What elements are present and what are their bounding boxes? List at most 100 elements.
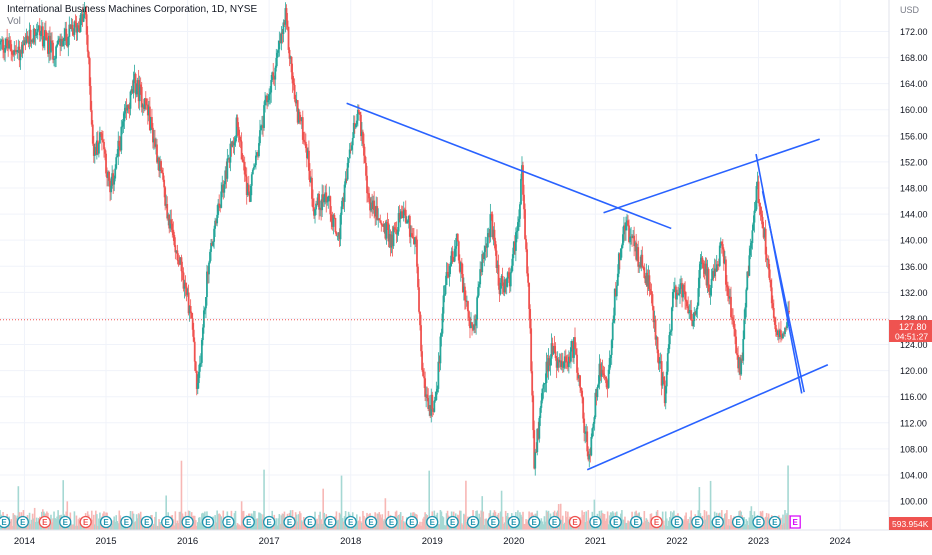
volume-bar <box>165 495 167 530</box>
candle-body <box>578 375 580 379</box>
earnings-marker[interactable]: E <box>79 515 92 529</box>
earnings-marker[interactable]: E <box>630 515 643 529</box>
earnings-marker-label: E <box>772 518 778 527</box>
candle-body <box>781 334 783 339</box>
candle-body <box>456 233 459 242</box>
volume-bar <box>382 520 385 530</box>
earnings-marker[interactable]: E <box>528 515 541 529</box>
earnings-marker-label: E <box>246 518 252 527</box>
earnings-marker[interactable]: E <box>385 515 398 529</box>
volume-bar <box>192 515 195 530</box>
candle-body <box>237 126 240 136</box>
volume-bar <box>466 522 468 530</box>
earnings-marker[interactable]: E <box>242 515 255 529</box>
earnings-marker[interactable]: E <box>324 515 337 529</box>
earnings-marker[interactable]: E <box>548 515 561 529</box>
candle-body <box>471 322 473 326</box>
volume-bar <box>464 514 466 530</box>
earnings-marker[interactable]: E <box>711 515 724 529</box>
volume-bar <box>216 510 218 530</box>
trend-line[interactable] <box>603 138 820 214</box>
earnings-marker[interactable]: E <box>0 515 11 529</box>
earnings-marker[interactable]: E <box>222 515 235 529</box>
candle-body <box>63 38 66 41</box>
trend-lines[interactable] <box>346 102 829 471</box>
symbol-title[interactable]: International Business Machines Corporat… <box>7 4 258 15</box>
earnings-marker[interactable]: E <box>670 515 684 529</box>
candle-body <box>201 327 204 341</box>
time-axis[interactable]: 2014 2015 2016 2017 2018 2019 2020 2021 2022 2023… <box>14 536 851 547</box>
earnings-marker[interactable]: E <box>507 515 520 529</box>
earnings-marker-circle <box>466 515 480 529</box>
candle-body <box>245 176 248 196</box>
earnings-marker[interactable]: E <box>120 515 133 529</box>
candle-body <box>267 100 270 103</box>
earnings-marker[interactable]: E <box>16 515 29 529</box>
volume-bar <box>296 521 299 530</box>
volume-legend[interactable]: Vol <box>7 16 21 27</box>
candle-body <box>184 282 187 287</box>
earnings-marker[interactable]: E <box>303 515 317 529</box>
earnings-marker[interactable]: E <box>650 515 663 529</box>
earnings-marker[interactable]: E <box>789 515 801 529</box>
earnings-marker[interactable]: E <box>568 515 582 529</box>
earnings-marker[interactable]: E <box>609 515 622 529</box>
candle-body <box>82 14 85 22</box>
earnings-marker[interactable]: E <box>140 515 153 529</box>
earnings-marker[interactable]: E <box>38 515 52 529</box>
earnings-marker[interactable]: E <box>201 515 215 529</box>
candle-body <box>281 32 284 34</box>
earnings-marker[interactable]: E <box>161 515 174 529</box>
candle-body <box>773 317 776 325</box>
earnings-marker[interactable]: E <box>99 515 113 529</box>
earnings-marker[interactable]: E <box>283 515 296 529</box>
volume-bar <box>74 525 77 530</box>
volume-bar <box>297 514 300 530</box>
earnings-marker[interactable]: E <box>466 515 480 529</box>
trend-line[interactable] <box>761 191 805 393</box>
volume-bar <box>419 521 421 530</box>
earnings-marker[interactable]: E <box>691 515 704 529</box>
candle-body <box>385 222 388 239</box>
earnings-marker[interactable]: E <box>181 515 194 529</box>
candles[interactable] <box>0 1 790 476</box>
candle-body <box>137 80 140 102</box>
candle-body <box>551 343 554 354</box>
earnings-marker[interactable]: E <box>262 515 276 529</box>
earnings-marker-circle <box>161 515 174 529</box>
earnings-marker[interactable]: E <box>487 515 500 529</box>
earnings-marker[interactable]: E <box>405 515 419 529</box>
volume-bar <box>722 520 724 530</box>
earnings-marker[interactable]: E <box>768 515 781 529</box>
candle-body <box>123 113 126 122</box>
price-axis[interactable]: 100.00 104.00 108.00 112.00 116.00 120.00 124.… <box>900 27 928 507</box>
candle-body <box>426 394 429 398</box>
volume-bar <box>384 498 387 530</box>
trend-line[interactable] <box>586 364 829 471</box>
earnings-marker[interactable]: E <box>344 515 357 529</box>
trend-line[interactable] <box>346 102 672 230</box>
earnings-marker[interactable]: E <box>752 515 765 529</box>
candle-body <box>100 132 102 134</box>
volume-bar <box>377 513 380 530</box>
earnings-marker[interactable]: E <box>446 515 459 529</box>
earnings-marker[interactable]: E <box>589 515 602 529</box>
volume-bar <box>582 514 584 530</box>
earnings-marker[interactable]: E <box>731 515 745 529</box>
volume-bar <box>305 524 307 530</box>
candle-body <box>706 269 709 286</box>
volume-bar <box>747 524 750 530</box>
earnings-marker[interactable]: E <box>426 515 439 529</box>
volume-bar <box>274 523 277 530</box>
candle-body <box>722 249 725 264</box>
candle-body <box>282 22 285 34</box>
earnings-marker[interactable]: E <box>364 515 378 529</box>
candle-body <box>753 210 756 223</box>
candle-body <box>443 294 446 296</box>
candle-body <box>378 218 381 221</box>
earnings-marker[interactable]: E <box>59 515 72 529</box>
candle-body <box>67 36 70 47</box>
